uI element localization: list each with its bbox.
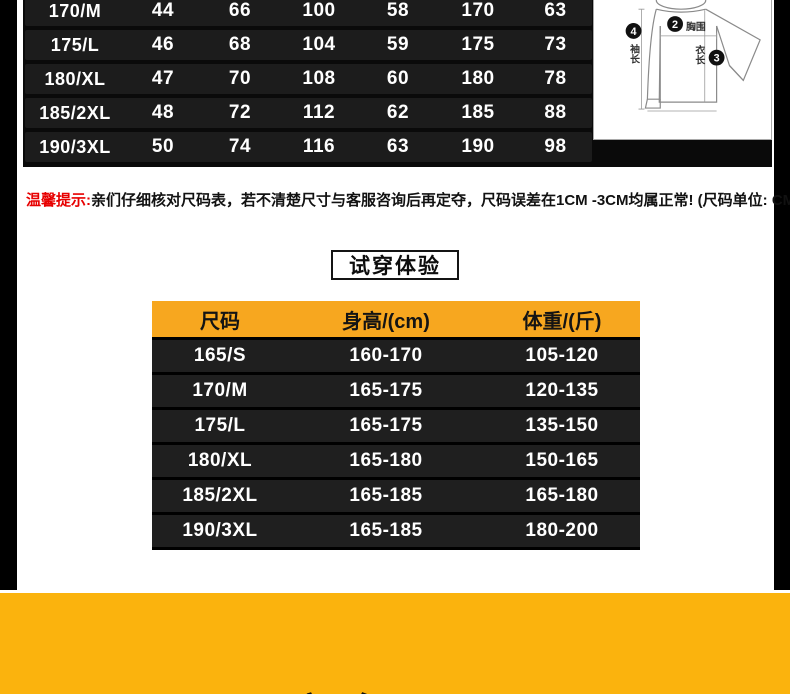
marker-3-length [708,49,725,66]
size-value-cell: 175 [461,34,495,55]
fit-table-row: 190/3XL 165-185 180-200 [152,515,640,547]
size-table-row: 170/M 44 66 100 58 170 63 [25,0,592,26]
size-name-cell: 185/2XL [39,102,111,123]
size-value-cell: 73 [544,34,567,55]
size-value-cell: 104 [302,34,336,55]
size-table-row: 180/XL 47 70 108 60 180 78 [25,64,592,94]
fit-weight-cell: 180-200 [525,520,599,541]
size-value-cell: 62 [386,102,410,123]
fit-table-header: 尺码 身高/(cm) 体重/(斤) [152,301,640,337]
size-value-cell: 59 [386,34,410,55]
size-value-cell: 63 [544,0,567,21]
size-value-cell: 70 [228,68,252,89]
fit-weight-cell: 165-180 [525,485,599,506]
size-value-cell: 58 [386,0,410,21]
length-label: 衣长 [693,43,705,65]
size-value-cell: 88 [544,102,567,123]
fit-weight-cell: 150-165 [525,450,599,471]
fit-header-cell: 体重/(斤) [522,310,602,333]
size-value-cell: 98 [544,136,567,157]
marker-2-chest [667,16,683,32]
color-display-title: 颜色展示 [0,678,790,694]
fit-height-cell: 165-180 [349,450,423,471]
fit-table-row: 165/S 160-170 105-120 [152,340,640,372]
size-value-cell: 60 [386,68,410,89]
size-value-cell: 47 [151,68,175,89]
size-value-cell: 78 [544,68,567,89]
size-value-cell: 180 [461,68,495,89]
color-display-section: 颜色展示 [0,593,790,694]
notice-text: 亲们仔细核对尺码表，若不清楚尺寸与客服咨询后再定夺，尺码误差在1CM -3CM均… [91,192,790,209]
size-value-cell: 190 [461,136,495,157]
fit-header-cell: 身高/(cm) [342,310,430,333]
fit-size-cell: 190/3XL [182,520,258,541]
size-value-cell: 68 [228,34,252,55]
fit-size-cell: 175/L [194,415,246,436]
size-chart-table: 170/M 44 66 100 58 170 63 175/L 46 68 104 59 175 73 18… [25,0,592,166]
chest-label: 胸围 [686,20,706,33]
size-value-cell: 112 [302,102,336,123]
fit-weight-cell: 120-135 [525,380,599,401]
fit-size-cell: 165/S [193,345,247,366]
fit-height-cell: 165-175 [349,415,423,436]
size-value-cell: 46 [151,34,175,55]
fit-weight-cell: 135-150 [525,415,599,436]
size-value-cell: 74 [228,136,252,157]
marker-4-sleeve [625,23,642,39]
fit-size-cell: 185/2XL [182,485,258,506]
marker-3-number: 3 [714,53,720,65]
fit-experience-title: 试穿体验 [349,255,441,278]
fit-table-row: 175/L 165-175 135-150 [152,410,640,442]
fit-experience-table: 尺码 身高/(cm) 体重/(斤) 165/S 160-170 105-120 170/M… [152,301,640,550]
fit-weight-cell: 105-120 [525,345,599,366]
notice-highlight: 温馨提示: [26,192,91,209]
fit-height-cell: 165-185 [349,520,423,541]
size-value-cell: 44 [151,0,175,21]
shirt-outline-icon: 2 胸围 3 衣长 4 袖长 [625,0,761,112]
size-table-row: 185/2XL 48 72 112 62 185 88 [25,98,592,128]
size-value-cell: 108 [302,68,336,89]
size-value-cell: 48 [151,102,175,123]
shirt-measurement-diagram: 2 胸围 3 衣长 4 袖长 [593,0,772,140]
fit-table-row: 170/M 165-175 120-135 [152,375,640,407]
size-value-cell: 66 [228,0,252,21]
fit-height-cell: 165-185 [349,485,423,506]
size-value-cell: 185 [461,102,495,123]
fit-table-body: 165/S 160-170 105-120 170/M 165-175 120-135 17… [152,337,640,550]
size-name-cell: 170/M [48,0,102,21]
marker-4-number: 4 [631,26,637,38]
fit-size-cell: 170/M [192,380,248,401]
size-value-cell: 72 [228,102,252,123]
fit-header-cell: 尺码 [200,310,240,333]
size-value-cell: 100 [302,0,336,21]
size-name-cell: 190/3XL [39,136,111,157]
size-table-row: 190/3XL 50 74 116 63 190 98 [25,132,592,162]
size-name-cell: 175/L [50,34,100,55]
fit-height-cell: 160-170 [349,345,423,366]
size-value-cell: 63 [386,136,410,157]
size-table-row: 175/L 46 68 104 59 175 73 [25,30,592,60]
marker-2-number: 2 [672,19,678,31]
size-name-cell: 180/XL [44,68,106,89]
size-value-cell: 116 [302,136,336,157]
size-value-cell: 170 [461,0,495,21]
left-border-strip [0,0,17,590]
size-chart-section: 170/M 44 66 100 58 170 63 175/L 46 68 104 59 175 73 18… [23,0,772,167]
right-border-strip [774,0,790,590]
sleeve-label: 袖长 [628,42,640,64]
fit-height-cell: 165-175 [349,380,423,401]
fit-experience-title-box: 试穿体验 [331,250,459,280]
size-notice: 温馨提示:亲们仔细核对尺码表，若不清楚尺寸与客服咨询后再定夺，尺码误差在1CM … [26,189,790,210]
size-value-cell: 50 [151,136,175,157]
fit-size-cell: 180/XL [187,450,253,471]
fit-table-row: 180/XL 165-180 150-165 [152,445,640,477]
fit-table-row: 185/2XL 165-185 165-180 [152,480,640,512]
